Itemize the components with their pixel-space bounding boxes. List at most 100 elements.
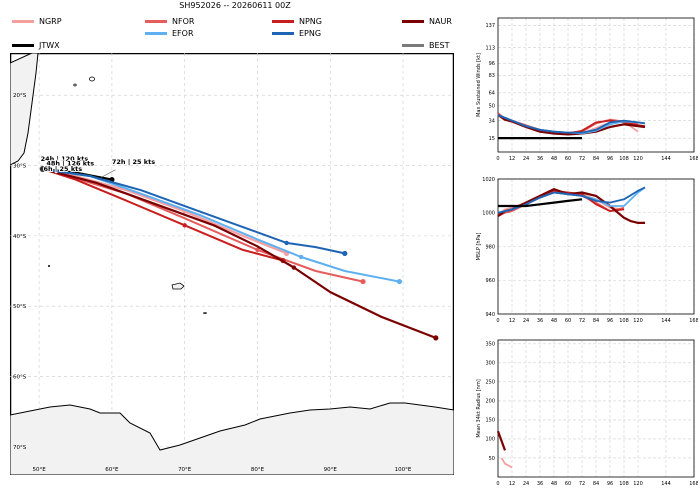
x-tick-label: 48 [551, 481, 557, 487]
legend-swatch [402, 20, 424, 23]
map-lat-tick: 60°S [13, 375, 27, 381]
legend-swatch [145, 20, 167, 23]
legend-swatch [12, 44, 34, 47]
max-winds-panel: 0 12 24 36 48 60 72 84 96 108 120 144 168 15 34 50 64 83 9… [476, 17, 698, 162]
map-lon-tick: 100°E [395, 467, 412, 473]
legend-item-epng: EPNG [272, 29, 321, 38]
y-tick-label: 980 [485, 244, 495, 250]
legend-swatch [12, 20, 34, 23]
x-tick-label: 12 [509, 318, 515, 324]
x-tick-label: 108 [619, 481, 629, 487]
legend-item-nfor: NFOR [145, 17, 194, 26]
legend-swatch [272, 32, 294, 35]
x-tick-label: 36 [537, 156, 543, 162]
y-axis-label: MSLP [hPa] [476, 233, 482, 261]
x-tick-label: 168 [689, 156, 698, 162]
y-tick-label: 300 [485, 361, 495, 367]
map-lat-tick: 30°S [13, 164, 27, 170]
x-tick-label: 24 [523, 318, 529, 324]
island [203, 312, 207, 314]
track-ngrp [42, 168, 288, 255]
map-lat-tick: 20°S [13, 93, 27, 99]
madagascar-coast [10, 53, 39, 166]
legend-swatch [145, 32, 167, 35]
map-lon-tick: 90°E [324, 467, 338, 473]
x-tick-label: 108 [619, 156, 629, 162]
track-annotation: 72h | 25 kts [112, 158, 155, 167]
y-tick-label: 1000 [482, 211, 495, 217]
track-marker [255, 247, 260, 253]
x-tick-label: 144 [661, 481, 671, 487]
track-naur [42, 168, 437, 339]
y-tick-label: 113 [485, 45, 495, 51]
x-tick-label: 120 [633, 481, 643, 487]
series-naur [496, 430, 507, 451]
x-tick-label: 24 [523, 156, 529, 162]
panel-frame [497, 178, 695, 315]
map-lat-tick: 70°S [13, 445, 27, 451]
legend-item-ngrp: NGRP [12, 17, 62, 26]
x-tick-label: 96 [607, 481, 613, 487]
track-end-marker [342, 250, 348, 257]
map-lon-tick: 50°E [32, 467, 46, 473]
map-frame [10, 53, 454, 475]
x-tick-label: 144 [661, 156, 671, 162]
x-tick-label: 72 [579, 156, 585, 162]
x-tick-label: 96 [607, 156, 613, 162]
x-tick-label: 48 [551, 318, 557, 324]
y-tick-label: 96 [489, 61, 495, 67]
chart-title: SH952026 -- 20260611 00Z [179, 1, 291, 10]
y-tick-label: 83 [489, 73, 495, 79]
track-end-marker [396, 278, 403, 285]
series-ngrp [500, 457, 513, 469]
x-tick-label: 0 [496, 481, 499, 487]
panel-frame [497, 17, 695, 153]
y-tick-label: 200 [485, 399, 495, 405]
map-lon-tick: 70°E [178, 467, 192, 473]
x-tick-label: 24 [523, 481, 529, 487]
legend-swatch [402, 44, 424, 47]
x-tick-label: 168 [689, 318, 698, 324]
island [73, 83, 77, 87]
track-epng [42, 168, 346, 255]
x-tick-label: 72 [579, 481, 585, 487]
x-tick-label: 120 [633, 318, 643, 324]
x-tick-label: 48 [551, 156, 557, 162]
start-marker [39, 166, 46, 173]
x-tick-label: 12 [509, 156, 515, 162]
map-lon-tick: 80°E [251, 467, 265, 473]
panel-frame [497, 339, 695, 478]
y-axis-label: Mean 34kt Radius [nm] [476, 379, 482, 437]
track-marker [182, 223, 187, 228]
x-tick-label: 60 [565, 156, 571, 162]
legend-item-best: BEST [402, 41, 450, 50]
y-tick-label: 50 [489, 104, 495, 110]
y-tick-label: 150 [485, 418, 495, 424]
y-tick-label: 250 [485, 380, 495, 386]
x-tick-label: 36 [537, 318, 543, 324]
y-axis-label: Max Sustained Winds [kt] [476, 53, 482, 117]
y-tick-label: 940 [485, 312, 495, 318]
x-tick-label: 168 [689, 481, 698, 487]
y-tick-label: 34 [489, 118, 495, 124]
series-jtwx [498, 198, 583, 208]
x-tick-label: 96 [607, 318, 613, 324]
map-lat-tick: 50°S [13, 304, 27, 310]
track-end-marker [360, 278, 366, 285]
legend-item-npng: NPNG [272, 17, 322, 26]
x-tick-label: 60 [565, 481, 571, 487]
series-epng [497, 114, 646, 134]
x-tick-label: 108 [619, 318, 629, 324]
y-tick-label: 100 [485, 437, 495, 443]
map-lon-tick: 60°E [105, 467, 119, 473]
y-tick-label: 137 [485, 23, 495, 29]
y-tick-label: 50 [489, 456, 495, 462]
track-annotation: 24h | 120 kts [41, 155, 89, 164]
track-marker [298, 254, 304, 260]
track-marker [291, 265, 297, 270]
y-tick-label: 1020 [482, 177, 495, 183]
x-tick-label: 0 [496, 156, 499, 162]
x-tick-label: 72 [579, 318, 585, 324]
legend-swatch [272, 20, 294, 23]
x-tick-label: 36 [537, 481, 543, 487]
